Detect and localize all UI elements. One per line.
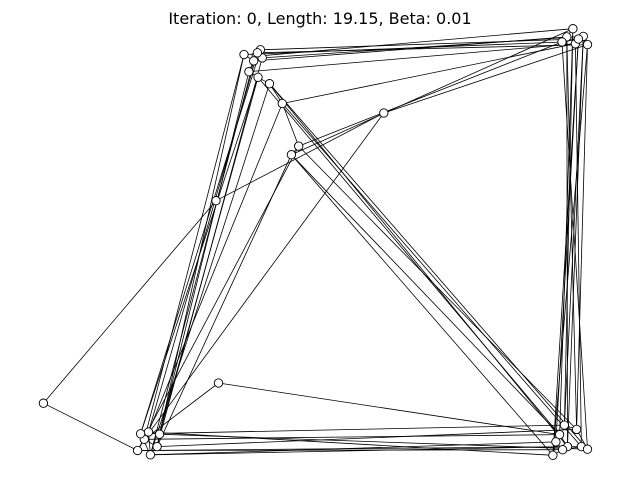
candidate-edge [148,52,258,433]
city-node [557,37,567,47]
candidate-edge [150,441,556,456]
tour-edge [43,200,217,404]
candidate-edge [159,71,250,435]
city-node [38,398,49,408]
tour-edge [215,112,384,202]
candidate-edge [143,112,385,440]
candidate-edge [561,41,588,450]
candidate-edge [143,54,245,440]
candidate-edge [564,36,584,426]
chart-title: Iteration: 0, Length: 19.15, Beta: 0.01 [168,9,472,28]
candidate-edge [218,382,560,435]
candidate-edge [262,36,584,59]
city-node [294,141,304,151]
candidate-edge [567,36,584,447]
candidate-edge [156,154,292,447]
tour-edge [159,54,245,435]
city-node [211,196,221,206]
city-node [557,445,568,455]
city-node [132,445,143,456]
city-node [253,72,263,82]
candidate-edge [291,28,574,156]
candidate-edge [248,43,576,73]
candidate-edge [140,49,261,434]
candidate-edge [575,43,582,447]
city-node [135,429,146,439]
tour-edge [281,103,300,147]
candidate-edge [150,446,568,456]
city-node [252,48,263,58]
nodes-layer [38,24,593,460]
candidate-edge [150,83,270,455]
city-node [582,39,593,50]
city-node [286,150,297,160]
candidate-edge [298,145,577,430]
candidate-edge [157,429,577,447]
candidate-edge [555,38,579,442]
candidate-edge [576,44,588,430]
city-node [573,34,584,44]
city-node [548,450,558,460]
city-node [571,424,582,435]
candidate-edge [260,38,579,51]
candidate-edge [291,154,554,456]
edges-layer [43,28,588,456]
candidate-edge [269,83,568,447]
candidate-edge [159,433,588,450]
city-node [154,429,165,439]
city-node [551,437,561,447]
candidate-edge [144,434,560,440]
candidate-edge [281,103,582,447]
candidate-edge [137,446,582,451]
city-node [249,56,259,66]
city-node [152,441,162,452]
candidate-edge [137,145,300,451]
tour-edge [43,402,138,451]
city-node [143,427,154,437]
city-node [213,378,224,388]
city-node [554,429,565,440]
city-node [379,108,389,118]
candidate-edge [282,43,576,104]
candidate-edge [269,83,588,450]
city-node [239,49,249,60]
city-node [559,420,570,430]
candidate-edge [159,77,259,435]
city-node [244,67,254,77]
tour-edge [291,154,560,435]
candidate-edge [257,44,588,54]
candidate-edge [298,41,563,147]
candidate-edge [137,449,563,451]
tour-edge [564,28,574,426]
candidate-edge [140,424,565,435]
city-node [568,24,578,34]
city-node [264,79,275,89]
candidate-edge [257,77,560,435]
city-node [277,98,287,109]
city-node [582,444,593,454]
tour-edge [383,44,588,114]
candidate-edge [144,382,219,440]
city-node [145,450,156,460]
